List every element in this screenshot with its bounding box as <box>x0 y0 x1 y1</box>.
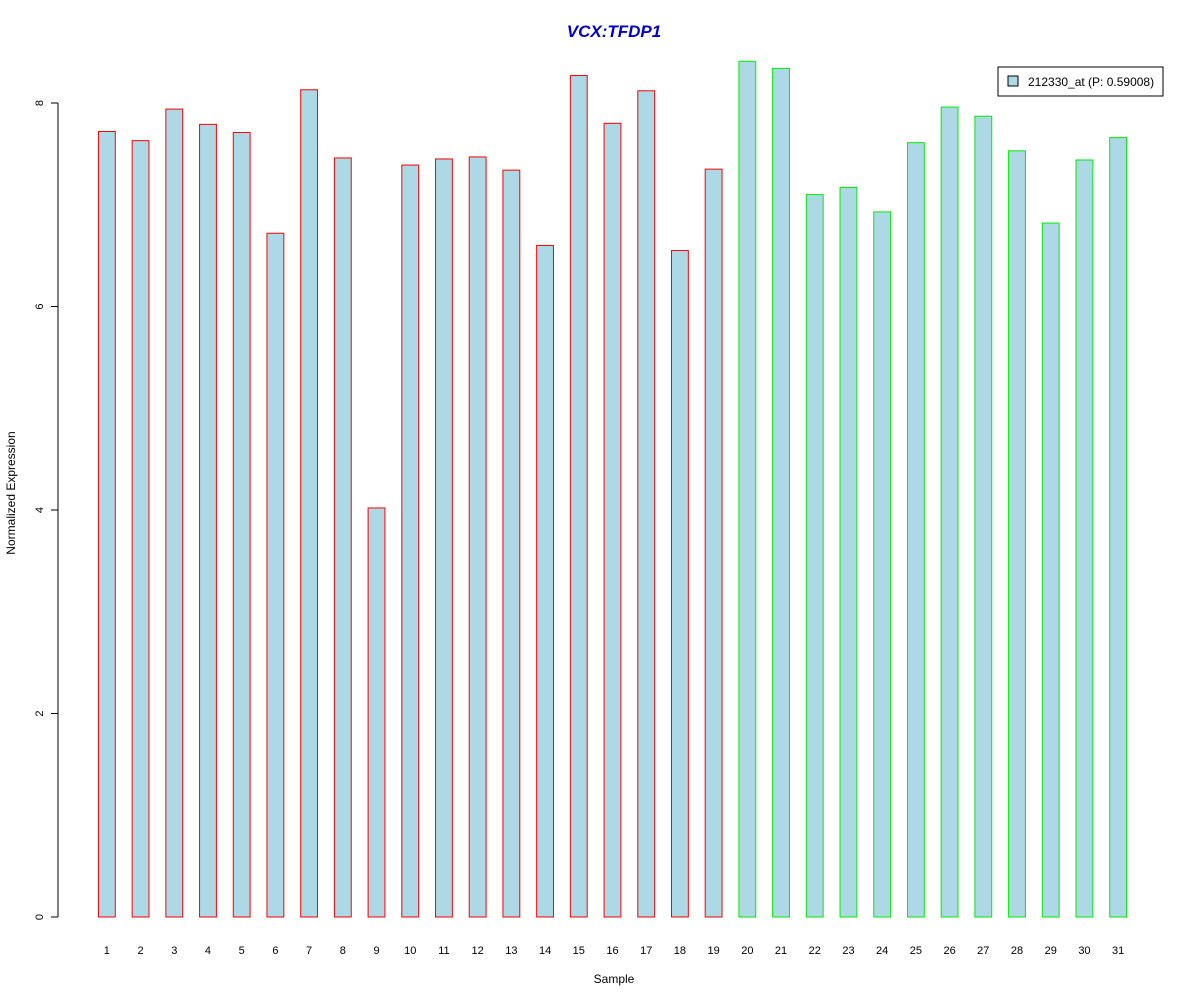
bar-sample-9 <box>367 507 386 918</box>
x-tick-label: 14 <box>539 945 551 957</box>
x-tick-label: 27 <box>977 945 989 957</box>
x-tick-label: 1 <box>104 945 110 957</box>
bar-sample-21 <box>772 67 790 918</box>
bar-sample-6 <box>266 232 285 918</box>
x-tick-label: 3 <box>171 945 177 957</box>
y-tick-label: 0 <box>34 914 46 920</box>
x-axis-label: Sample <box>594 972 635 986</box>
bar-sample-1 <box>97 130 116 918</box>
y-tick-label: 6 <box>34 303 46 309</box>
x-tick-label: 6 <box>272 945 278 957</box>
x-tick-label: 7 <box>306 945 312 957</box>
bar-sample-18 <box>670 250 689 918</box>
x-tick-label: 8 <box>340 945 346 957</box>
bar-sample-7 <box>300 89 319 918</box>
x-tick-label: 29 <box>1045 945 1057 957</box>
bar-sample-14 <box>536 244 555 918</box>
x-tick-label: 22 <box>809 945 821 957</box>
bar-sample-16 <box>603 122 622 918</box>
x-tick-label: 10 <box>404 945 416 957</box>
x-tick-label: 9 <box>373 945 379 957</box>
bar-sample-19 <box>704 168 723 918</box>
bar-sample-27 <box>974 115 993 918</box>
bar-sample-15 <box>569 75 588 918</box>
bar-sample-23 <box>839 186 858 918</box>
x-tick-label: 19 <box>708 945 720 957</box>
bar-sample-28 <box>1008 150 1026 918</box>
legend-box <box>997 66 1164 97</box>
bar-sample-26 <box>940 106 959 918</box>
bar-sample-29 <box>1041 222 1060 918</box>
bar-sample-2 <box>131 140 150 918</box>
x-tick-labels: 1 2 3 4 5 6 7 8 9 10 11 12 13 14 15 16 17 18 19 20 21 22 23 24 2… <box>104 945 1124 957</box>
bar-sample-5 <box>232 132 251 918</box>
x-tick-label: 21 <box>775 945 787 957</box>
bar-sample-30 <box>1075 159 1094 918</box>
x-tick-label: 4 <box>205 945 211 957</box>
bar-sample-8 <box>333 157 352 918</box>
x-tick-label: 2 <box>137 945 143 957</box>
legend: 212330_at (P: 0.59008) <box>997 66 1164 97</box>
legend-swatch <box>1007 75 1019 87</box>
x-tick-label: 20 <box>741 945 753 957</box>
bar-sample-4 <box>199 123 217 918</box>
bar-sample-17 <box>637 90 656 918</box>
x-tick-label: 5 <box>239 945 245 957</box>
x-tick-label: 26 <box>943 945 955 957</box>
bar-sample-13 <box>502 169 521 918</box>
x-tick-label: 16 <box>606 945 618 957</box>
x-tick-label: 11 <box>438 945 449 957</box>
bar-sample-3 <box>165 108 184 918</box>
bar-sample-12 <box>468 156 487 918</box>
bars <box>97 60 1128 918</box>
x-tick-label: 12 <box>472 945 484 957</box>
chart-title: VCX:TFDP1 <box>567 22 661 41</box>
y-tick-label: 8 <box>34 100 46 106</box>
bar-sample-10 <box>401 164 420 918</box>
x-tick-label: 18 <box>674 945 686 957</box>
bar-sample-20 <box>738 60 757 918</box>
x-tick-label: 13 <box>505 945 517 957</box>
x-tick-label: 24 <box>876 945 888 957</box>
x-tick-label: 25 <box>910 945 922 957</box>
bar-sample-11 <box>435 158 453 918</box>
x-tick-label: 31 <box>1112 945 1124 957</box>
bar-sample-31 <box>1109 137 1128 918</box>
x-tick-label: 30 <box>1078 945 1090 957</box>
x-tick-label: 17 <box>640 945 652 957</box>
y-axis-label: Normalized Expression <box>4 431 18 554</box>
y-tick-label: 4 <box>34 507 46 513</box>
bar-sample-25 <box>906 142 925 918</box>
x-tick-label: 15 <box>573 945 585 957</box>
x-tick-label: 23 <box>842 945 854 957</box>
x-tick-label: 28 <box>1011 945 1023 957</box>
bar-sample-22 <box>805 194 824 918</box>
legend-entry-label: 212330_at (P: 0.59008) <box>1028 75 1154 89</box>
bar-sample-24 <box>873 211 892 918</box>
y-axis: 0 2 4 6 8 <box>34 100 59 920</box>
y-tick-label: 2 <box>34 710 46 716</box>
